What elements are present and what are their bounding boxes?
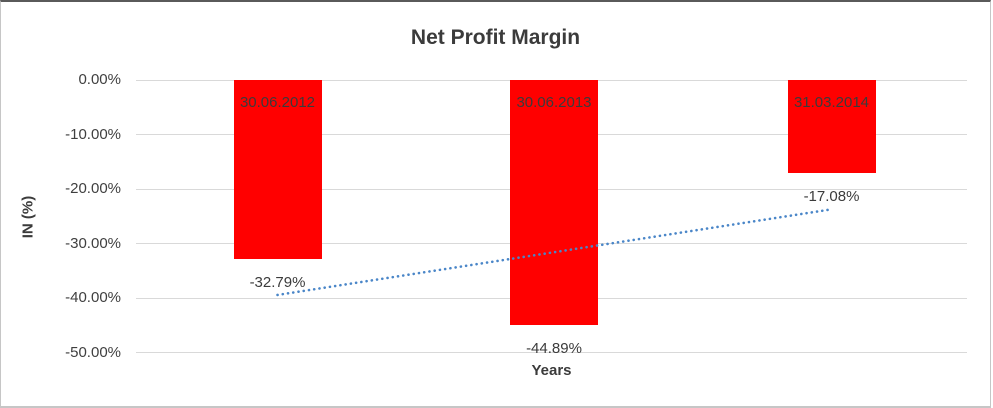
bar-30.06.2013 bbox=[510, 80, 598, 325]
bar-value-label: -32.79% bbox=[249, 273, 306, 291]
bar-category-label: 31.03.2014 bbox=[793, 94, 870, 111]
y-axis-title: IN (%) bbox=[19, 195, 37, 239]
y-tick-label: -20.00% bbox=[65, 180, 121, 197]
y-tick-label: -10.00% bbox=[65, 125, 121, 143]
bar-31.03.2014 bbox=[787, 80, 876, 174]
y-tick-label: 0.00% bbox=[78, 71, 121, 88]
gridline bbox=[136, 352, 967, 353]
bar-value-label: -17.08% bbox=[803, 188, 860, 206]
y-tick-label: -30.00% bbox=[65, 234, 121, 252]
y-tick-label: -40.00% bbox=[65, 289, 121, 306]
bar-value-label: -44.89% bbox=[526, 339, 582, 357]
chart-title: Net Profit Margin bbox=[410, 26, 581, 49]
bar-category-label: 30.06.2012 bbox=[239, 94, 316, 111]
y-tick-label: -50.00% bbox=[65, 343, 121, 361]
x-axis-title: Years bbox=[531, 362, 572, 379]
bar-category-label: 30.06.2013 bbox=[516, 94, 592, 111]
